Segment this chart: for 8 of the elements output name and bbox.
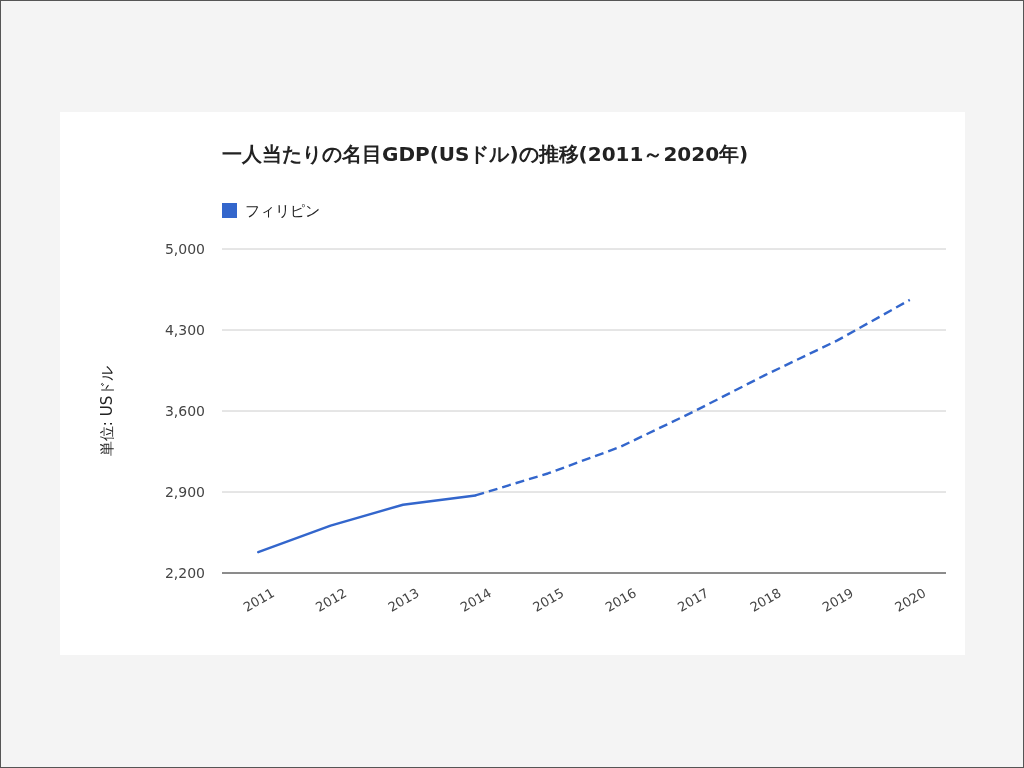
chart-title: 一人当たりの名目GDP(USドル)の推移(2011～2020年)	[222, 142, 749, 166]
y-tick-label: 2,200	[164, 564, 205, 581]
y-tick-label: 5,000	[164, 240, 205, 257]
y-tick-label: 4,300	[164, 321, 205, 338]
y-tick-label: 2,900	[164, 483, 205, 500]
legend-label: フィリピン	[245, 202, 320, 220]
y-axis-title: 単位: USドル	[98, 365, 116, 457]
y-tick-label: 3,600	[164, 402, 205, 419]
